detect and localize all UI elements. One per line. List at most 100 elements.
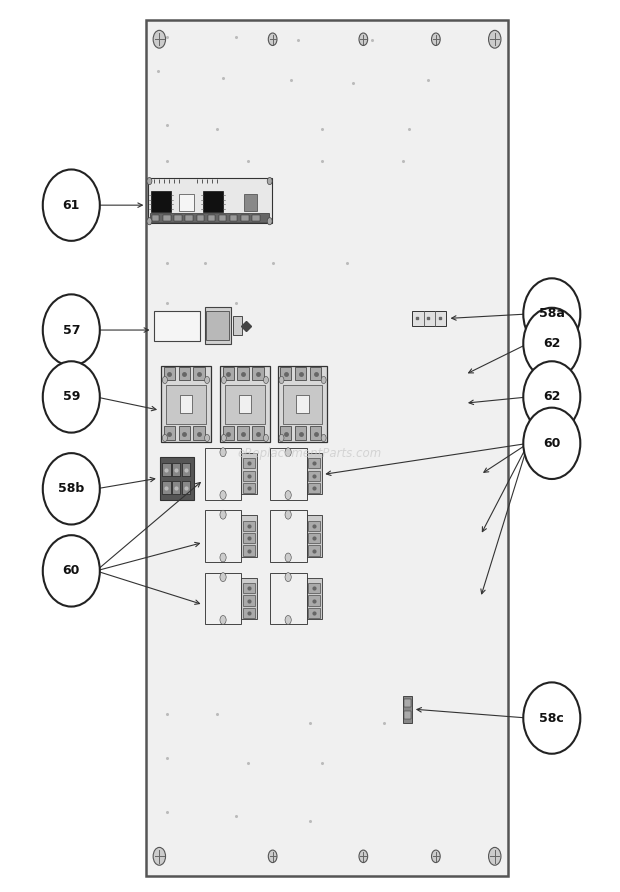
Bar — [242, 596, 255, 606]
Text: 61: 61 — [63, 199, 80, 211]
Bar — [308, 545, 321, 556]
Bar — [223, 426, 234, 440]
Ellipse shape — [523, 361, 580, 433]
Circle shape — [221, 376, 226, 384]
Bar — [295, 426, 306, 440]
Bar — [182, 481, 190, 494]
Circle shape — [220, 448, 226, 457]
Bar — [242, 471, 255, 481]
Bar — [220, 366, 270, 442]
Bar — [280, 426, 291, 440]
Circle shape — [264, 376, 268, 384]
Circle shape — [267, 178, 272, 185]
Circle shape — [489, 847, 501, 865]
Bar — [151, 191, 171, 212]
Ellipse shape — [523, 278, 580, 350]
Bar — [242, 483, 255, 493]
Bar — [278, 366, 327, 442]
Bar — [154, 311, 200, 341]
Circle shape — [279, 376, 284, 384]
Bar — [164, 426, 175, 440]
Bar — [308, 596, 321, 606]
Circle shape — [153, 30, 166, 48]
Bar — [252, 426, 264, 440]
Circle shape — [285, 615, 291, 624]
Bar — [283, 385, 322, 424]
Bar — [182, 463, 190, 476]
Bar — [242, 583, 255, 593]
Circle shape — [321, 434, 326, 442]
Text: 60: 60 — [63, 565, 80, 577]
Text: 62: 62 — [543, 337, 560, 350]
Bar — [252, 367, 264, 380]
Circle shape — [205, 434, 210, 442]
Bar — [308, 583, 321, 593]
Bar — [179, 367, 190, 380]
Bar — [404, 699, 411, 707]
Ellipse shape — [43, 535, 100, 607]
Circle shape — [220, 573, 226, 582]
Bar — [150, 213, 269, 222]
Circle shape — [489, 30, 501, 48]
Bar — [160, 457, 194, 500]
Circle shape — [285, 510, 291, 519]
Circle shape — [147, 218, 152, 225]
Bar — [166, 385, 206, 424]
Bar — [239, 394, 251, 412]
Bar — [310, 426, 321, 440]
Bar — [252, 215, 260, 221]
Bar — [225, 385, 265, 424]
Bar — [237, 367, 249, 380]
Circle shape — [220, 510, 226, 519]
Bar — [208, 215, 215, 221]
Bar — [237, 426, 249, 440]
Circle shape — [221, 434, 226, 442]
Text: 58b: 58b — [58, 483, 84, 495]
Bar — [152, 215, 159, 221]
Bar — [295, 367, 306, 380]
Bar — [242, 521, 255, 531]
Ellipse shape — [523, 682, 580, 754]
Circle shape — [268, 850, 277, 863]
Circle shape — [285, 553, 291, 562]
Bar — [242, 516, 257, 557]
Text: 60: 60 — [543, 437, 560, 450]
Text: 58c: 58c — [539, 712, 564, 724]
Circle shape — [220, 553, 226, 562]
Bar — [270, 510, 306, 562]
Bar — [270, 448, 306, 500]
Bar — [180, 394, 192, 412]
Bar — [164, 367, 175, 380]
Bar — [308, 458, 321, 468]
Circle shape — [267, 218, 272, 225]
Circle shape — [147, 178, 152, 185]
Bar — [412, 311, 446, 326]
Bar — [219, 215, 226, 221]
Circle shape — [279, 434, 284, 442]
Circle shape — [205, 376, 210, 384]
Bar — [205, 448, 242, 500]
Bar — [403, 696, 412, 723]
Bar — [197, 215, 204, 221]
Bar — [270, 573, 306, 624]
Circle shape — [321, 376, 326, 384]
Bar — [205, 573, 242, 624]
Ellipse shape — [523, 408, 580, 479]
Bar — [206, 311, 229, 340]
Bar — [242, 533, 255, 543]
Text: eReplacementParts.com: eReplacementParts.com — [238, 447, 382, 459]
Bar — [308, 483, 321, 493]
Ellipse shape — [523, 308, 580, 379]
Bar — [174, 215, 182, 221]
Bar — [241, 215, 249, 221]
Bar — [242, 578, 257, 619]
Bar — [146, 20, 508, 876]
Circle shape — [220, 615, 226, 624]
Circle shape — [432, 33, 440, 45]
Circle shape — [153, 847, 166, 865]
Circle shape — [285, 448, 291, 457]
Circle shape — [162, 434, 167, 442]
Bar — [306, 516, 322, 557]
Bar — [308, 521, 321, 531]
Bar — [179, 426, 190, 440]
